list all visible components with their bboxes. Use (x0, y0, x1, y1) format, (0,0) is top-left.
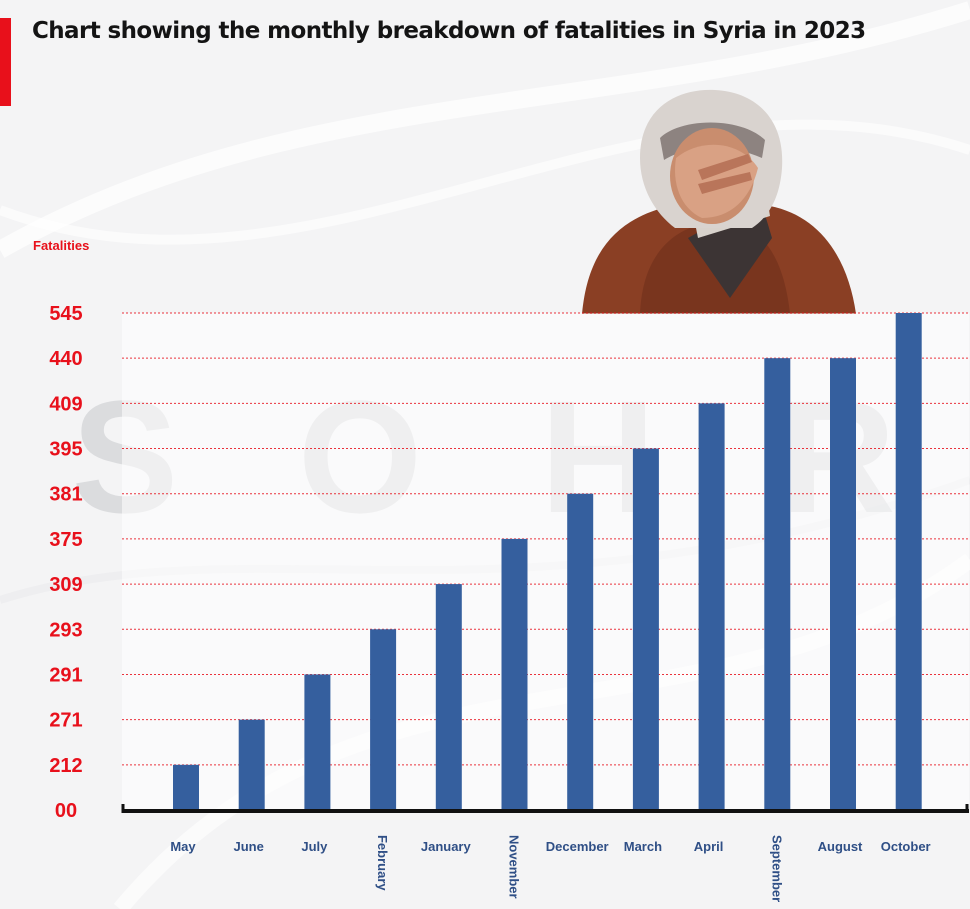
bar (370, 629, 397, 810)
x-category-label: November (507, 835, 522, 899)
x-category-label: August (818, 839, 863, 854)
bar (764, 358, 791, 810)
chart-title: Chart showing the monthly breakdown of f… (32, 18, 866, 44)
bar (304, 674, 331, 810)
y-tick-label: 375 (49, 529, 82, 551)
x-category-label: March (624, 839, 662, 854)
x-category-label: June (234, 839, 264, 854)
x-category-label: July (301, 839, 328, 854)
bar (435, 584, 462, 810)
x-category-label: December (546, 839, 609, 854)
y-tick-label: 409 (49, 393, 82, 415)
y-tick-label: 291 (49, 664, 82, 686)
y-tick-label: 545 (49, 303, 82, 325)
x-category-label: May (170, 839, 196, 854)
bar (830, 358, 856, 810)
x-category-label: October (881, 839, 931, 854)
grieving-woman-photo (582, 89, 856, 314)
y-tick-label: 271 (49, 710, 82, 732)
bar (173, 764, 199, 810)
y-tick-label: 293 (49, 619, 82, 641)
bar (238, 719, 265, 810)
y-tick-label: 440 (49, 348, 82, 370)
bar (632, 448, 659, 810)
bar (501, 538, 528, 810)
bar (895, 313, 922, 810)
y-tick-label: 212 (49, 755, 82, 777)
bar (567, 493, 594, 810)
x-category-label: February (375, 835, 390, 891)
y-tick-label: 00 (55, 800, 77, 822)
y-tick-label: 395 (49, 439, 82, 461)
x-category-label: April (694, 839, 724, 854)
accent-bar (0, 18, 11, 106)
y-tick-label: 381 (49, 484, 82, 506)
y-tick-label: 309 (49, 574, 82, 596)
bar (698, 403, 725, 810)
y-axis-label: Fatalities (33, 238, 90, 253)
x-category-label: September (769, 835, 784, 902)
x-category-label: January (421, 839, 472, 854)
